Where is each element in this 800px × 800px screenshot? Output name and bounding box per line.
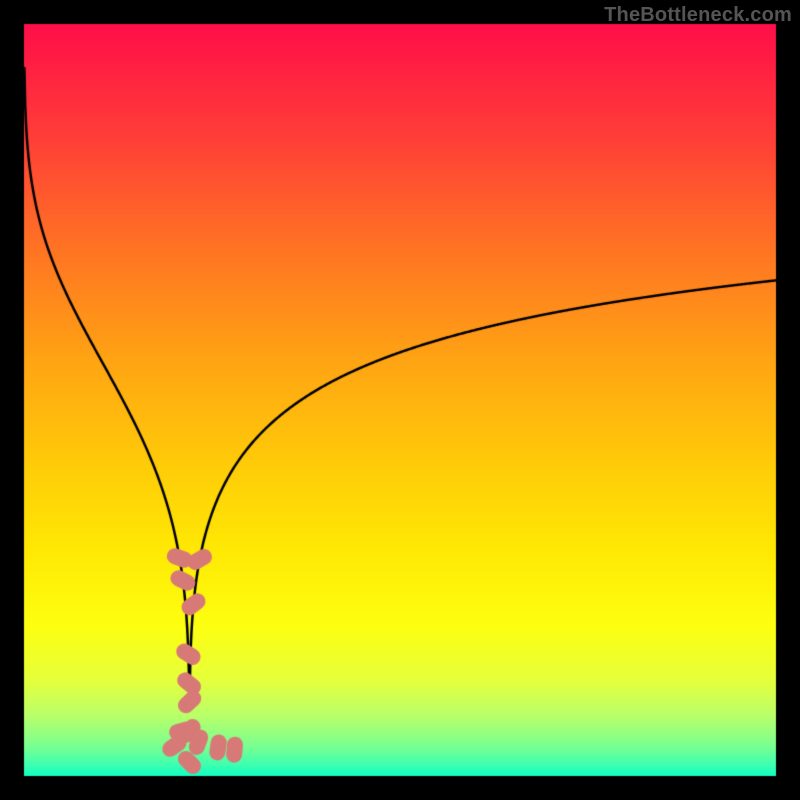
watermark-label: TheBottleneck.com xyxy=(604,4,792,27)
chart-stage: TheBottleneck.com xyxy=(0,0,800,800)
chart-canvas xyxy=(0,0,800,800)
